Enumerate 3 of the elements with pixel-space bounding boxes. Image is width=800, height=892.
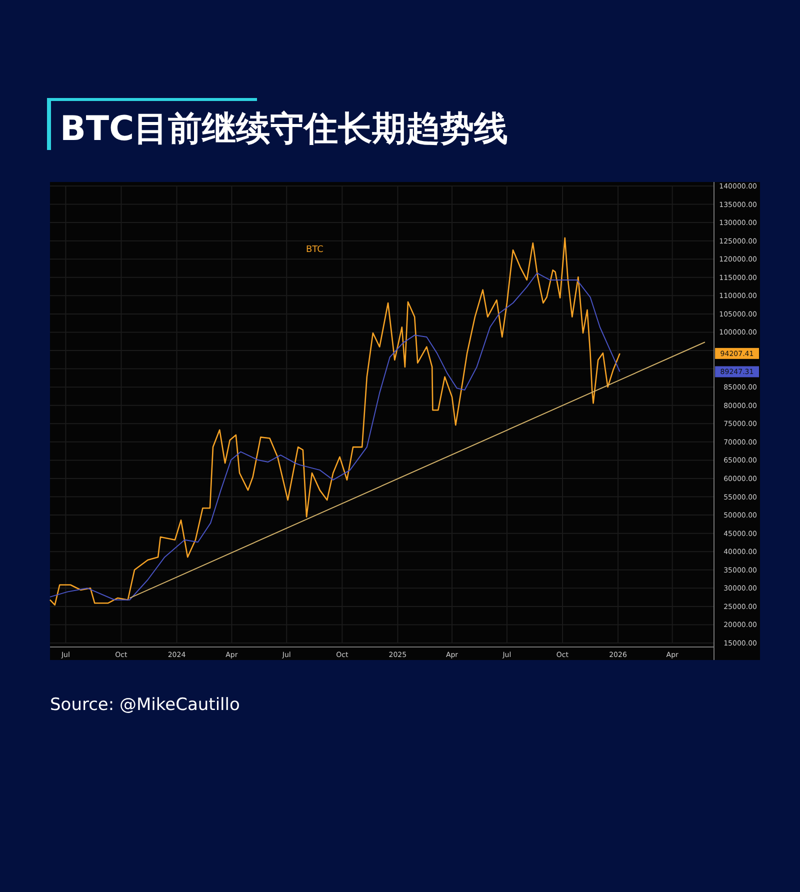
text: BTC [306, 245, 324, 255]
chart-title: BTC目前继续守住长期趋势线 [60, 109, 508, 149]
source-note: Source: @MikeCautillo [50, 695, 240, 715]
